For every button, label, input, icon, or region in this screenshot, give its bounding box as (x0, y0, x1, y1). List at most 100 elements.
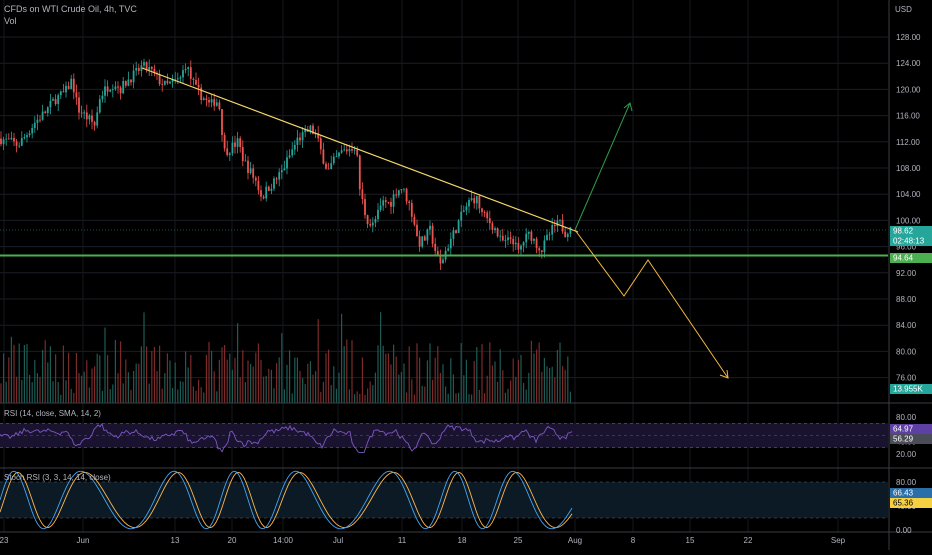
candle-body (447, 248, 450, 251)
symbol-title: CFDs on WTI Crude Oil, 4h, TVC (4, 4, 137, 14)
volume-bar (484, 393, 486, 403)
candle-body (67, 85, 70, 89)
volume-bar (198, 379, 200, 403)
volume-bar (174, 362, 176, 403)
candle-body (299, 137, 301, 141)
volume-bar (265, 375, 267, 403)
candle-body (429, 225, 431, 230)
volume-bar (367, 388, 369, 403)
candle-body (179, 77, 182, 79)
volume-bar (476, 347, 478, 403)
volume-bar (523, 383, 525, 403)
candle-body (143, 62, 145, 66)
candle-body (525, 233, 528, 243)
candle-body (140, 65, 143, 71)
candle-body (166, 80, 169, 84)
candle-body (205, 98, 208, 100)
price-tick-label: 76.00 (896, 374, 917, 383)
volume-bar (569, 391, 571, 403)
candle-body (465, 206, 468, 211)
candle-body (124, 81, 127, 86)
candle-body (473, 198, 476, 204)
stoch-pane[interactable] (0, 470, 888, 530)
candle-body (325, 163, 327, 169)
candle-body (187, 67, 190, 69)
volume-bar (224, 345, 226, 403)
volume-bar (47, 362, 49, 403)
candle-body (382, 200, 385, 206)
volume-bar (5, 381, 7, 403)
rsi-pane[interactable] (0, 422, 888, 454)
volume-bar (255, 352, 257, 403)
volume-bar (161, 388, 163, 403)
volume-bar (83, 371, 85, 403)
candle-body (309, 125, 312, 132)
resistance-trendline[interactable] (141, 67, 579, 233)
volume-bar (497, 381, 499, 403)
candle-body (356, 149, 359, 156)
candle-body (223, 135, 226, 149)
volume-bar (551, 366, 553, 403)
candle-body (335, 156, 338, 158)
candle-body (278, 172, 281, 180)
candle-body (10, 137, 13, 140)
candle-body (371, 222, 374, 226)
candle-body (20, 138, 23, 146)
volume-bar (166, 353, 168, 403)
volume-bar (338, 372, 340, 403)
candle-body (127, 79, 130, 86)
countdown-badge: 02:48:13 (893, 237, 925, 246)
volume-bar (68, 352, 70, 403)
candle-body (13, 137, 15, 142)
volume-bar (127, 372, 129, 403)
volume-bar (273, 388, 275, 403)
volume-bar (172, 387, 174, 403)
projection-down-line[interactable] (574, 229, 729, 379)
candle-body (72, 78, 75, 93)
candle-body (88, 115, 91, 120)
volume-bar (333, 366, 335, 403)
candle-body (538, 248, 541, 251)
candle-body (369, 224, 372, 226)
volume-bar (536, 349, 538, 403)
stoch-badge-b-bg (890, 498, 932, 508)
volume-bar (413, 394, 415, 403)
candle-body (332, 156, 335, 164)
volume-bar (411, 379, 413, 403)
volume-bar (403, 363, 405, 403)
candle-body (340, 150, 343, 153)
candle-body (109, 89, 112, 92)
candle-body (514, 242, 517, 245)
candle-body (182, 70, 184, 78)
drawings[interactable] (0, 67, 888, 379)
stoch-label: Stoch RSI (3, 3, 14, 14, close) (4, 473, 111, 482)
candle-body (135, 67, 138, 71)
rsi-label: RSI (14, close, SMA, 14, 2) (4, 409, 101, 418)
candle-body (413, 216, 416, 225)
volume-bar (211, 350, 213, 403)
volume-bar (239, 377, 241, 403)
time-tick-label: Jun (77, 536, 90, 545)
candle-body (527, 231, 530, 234)
candle-body (475, 196, 478, 204)
projection-up-line[interactable] (574, 102, 631, 231)
candle-body (397, 190, 400, 196)
volume-bar (515, 376, 517, 403)
candle-body (483, 212, 486, 213)
volume-bar (564, 369, 566, 403)
volume-bar (406, 392, 408, 403)
candle-body (410, 202, 413, 217)
candle-body (522, 242, 525, 246)
candles (0, 58, 572, 270)
candle-body (117, 86, 119, 88)
volume-bar (421, 385, 423, 403)
price-tick-label: 84.00 (896, 321, 917, 330)
candle-body (260, 190, 262, 197)
volume-bar (309, 361, 311, 403)
volume-bar (538, 342, 540, 403)
volume-bar (278, 357, 280, 403)
stoch-badge-a: 66.43 (893, 489, 914, 498)
volume-bar (10, 336, 12, 403)
